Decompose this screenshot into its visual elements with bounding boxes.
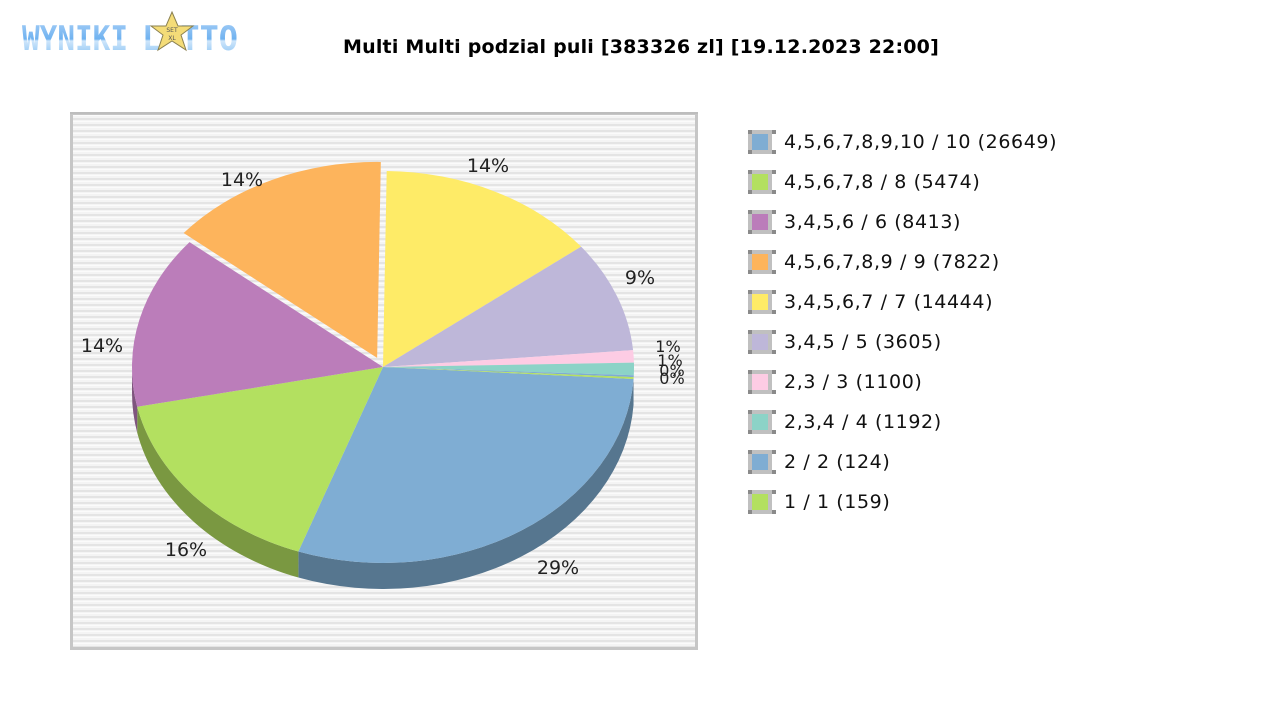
svg-text:XL: XL xyxy=(168,35,176,42)
pie-slice-side xyxy=(298,378,634,589)
legend-item: 3,4,5,6,7 / 7 (14444) xyxy=(748,282,1057,322)
pie-chart: 29%16%14%14%14%9%1%1%0%0% xyxy=(70,112,698,650)
site-logo[interactable]: WYNIKI L TTO SET XL xyxy=(20,10,242,60)
legend-swatch xyxy=(748,370,772,394)
pie-slice[interactable] xyxy=(383,367,634,379)
legend-swatch xyxy=(748,490,772,514)
pie-slice[interactable] xyxy=(383,171,582,367)
legend-label: 4,5,6,7,8 / 8 (5474) xyxy=(784,171,981,193)
legend-swatch xyxy=(748,130,772,154)
legend-item: 2,3,4 / 4 (1192) xyxy=(748,402,1057,442)
pie-slice[interactable] xyxy=(298,367,634,563)
pie-slice-side xyxy=(137,406,299,578)
legend-label: 2,3 / 3 (1100) xyxy=(784,371,923,393)
pie-slice-label: 14% xyxy=(467,155,509,177)
chart-title: Multi Multi podzial puli [383326 zl] [19… xyxy=(342,36,939,58)
legend-item: 4,5,6,7,8 / 8 (5474) xyxy=(748,162,1057,202)
svg-text:WYNIKI: WYNIKI xyxy=(22,19,128,59)
pie-slice-label: 1% xyxy=(655,337,680,356)
legend-swatch xyxy=(748,250,772,274)
pie-slice[interactable] xyxy=(137,367,383,552)
legend-swatch xyxy=(748,330,772,354)
legend-item: 3,4,5 / 5 (3605) xyxy=(748,322,1057,362)
pie-slice[interactable] xyxy=(383,350,634,367)
pie-slice[interactable] xyxy=(183,161,381,358)
legend-item: 2 / 2 (124) xyxy=(748,442,1057,482)
pie-slice-label: 1% xyxy=(657,351,682,370)
legend-label: 4,5,6,7,8,9,10 / 10 (26649) xyxy=(784,131,1058,153)
pie-slice-label: 14% xyxy=(81,335,123,357)
pie-slice-label: 29% xyxy=(537,557,579,579)
legend-swatch xyxy=(748,210,772,234)
pie-slice[interactable] xyxy=(383,246,634,367)
pie-labels-layer: 29%16%14%14%14%9%1%1%0%0% xyxy=(81,155,685,579)
legend-label: 1 / 1 (159) xyxy=(784,491,891,513)
pie-slice[interactable] xyxy=(383,362,634,376)
pie-slice-label: 0% xyxy=(659,361,684,380)
pie-slice-label: 0% xyxy=(659,369,684,388)
pie-slices-layer xyxy=(132,161,634,563)
chart-legend: 4,5,6,7,8,9,10 / 10 (26649) 4,5,6,7,8 / … xyxy=(748,122,1057,522)
legend-swatch xyxy=(748,450,772,474)
pie-depth-layer xyxy=(132,367,634,589)
pie-slice-side xyxy=(132,367,138,433)
legend-label: 3,4,5,6,7 / 7 (14444) xyxy=(784,291,994,313)
wyniki-lotto-logo-icon: WYNIKI L TTO SET XL xyxy=(22,10,238,59)
legend-label: 2,3,4 / 4 (1192) xyxy=(784,411,942,433)
legend-swatch xyxy=(748,290,772,314)
legend-item: 1 / 1 (159) xyxy=(748,482,1057,522)
pie-slice-label: 9% xyxy=(625,267,655,289)
svg-text:SET: SET xyxy=(166,27,178,34)
legend-swatch xyxy=(748,170,772,194)
pie-slice-label: 14% xyxy=(221,169,263,191)
pie-slice-label: 16% xyxy=(165,539,207,561)
legend-item: 3,4,5,6 / 6 (8413) xyxy=(748,202,1057,242)
legend-label: 2 / 2 (124) xyxy=(784,451,891,473)
legend-item: 4,5,6,7,8,9 / 9 (7822) xyxy=(748,242,1057,282)
pie-slice[interactable] xyxy=(383,367,634,378)
pie-slice[interactable] xyxy=(132,242,383,407)
legend-label: 3,4,5 / 5 (3605) xyxy=(784,331,942,353)
legend-item: 4,5,6,7,8,9,10 / 10 (26649) xyxy=(748,122,1057,162)
legend-item: 2,3 / 3 (1100) xyxy=(748,362,1057,402)
legend-label: 3,4,5,6 / 6 (8413) xyxy=(784,211,962,233)
legend-label: 4,5,6,7,8,9 / 9 (7822) xyxy=(784,251,1000,273)
pie-plot-area: 29% 16% 14% 14% 14% 9% 1% 1% 0% 0% xyxy=(70,112,698,650)
legend-swatch xyxy=(748,410,772,434)
